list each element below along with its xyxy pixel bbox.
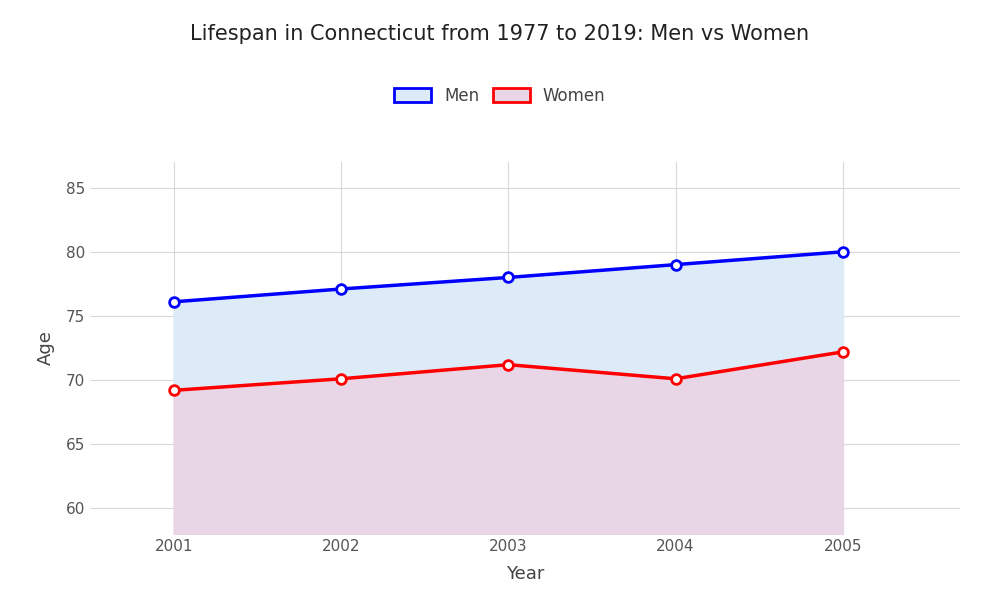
Legend: Men, Women: Men, Women [388, 80, 612, 112]
Text: Lifespan in Connecticut from 1977 to 2019: Men vs Women: Lifespan in Connecticut from 1977 to 201… [190, 24, 810, 44]
Y-axis label: Age: Age [37, 331, 55, 365]
X-axis label: Year: Year [506, 565, 544, 583]
